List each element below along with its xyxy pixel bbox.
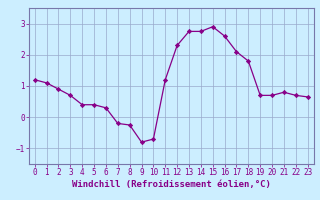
X-axis label: Windchill (Refroidissement éolien,°C): Windchill (Refroidissement éolien,°C) xyxy=(72,180,271,189)
